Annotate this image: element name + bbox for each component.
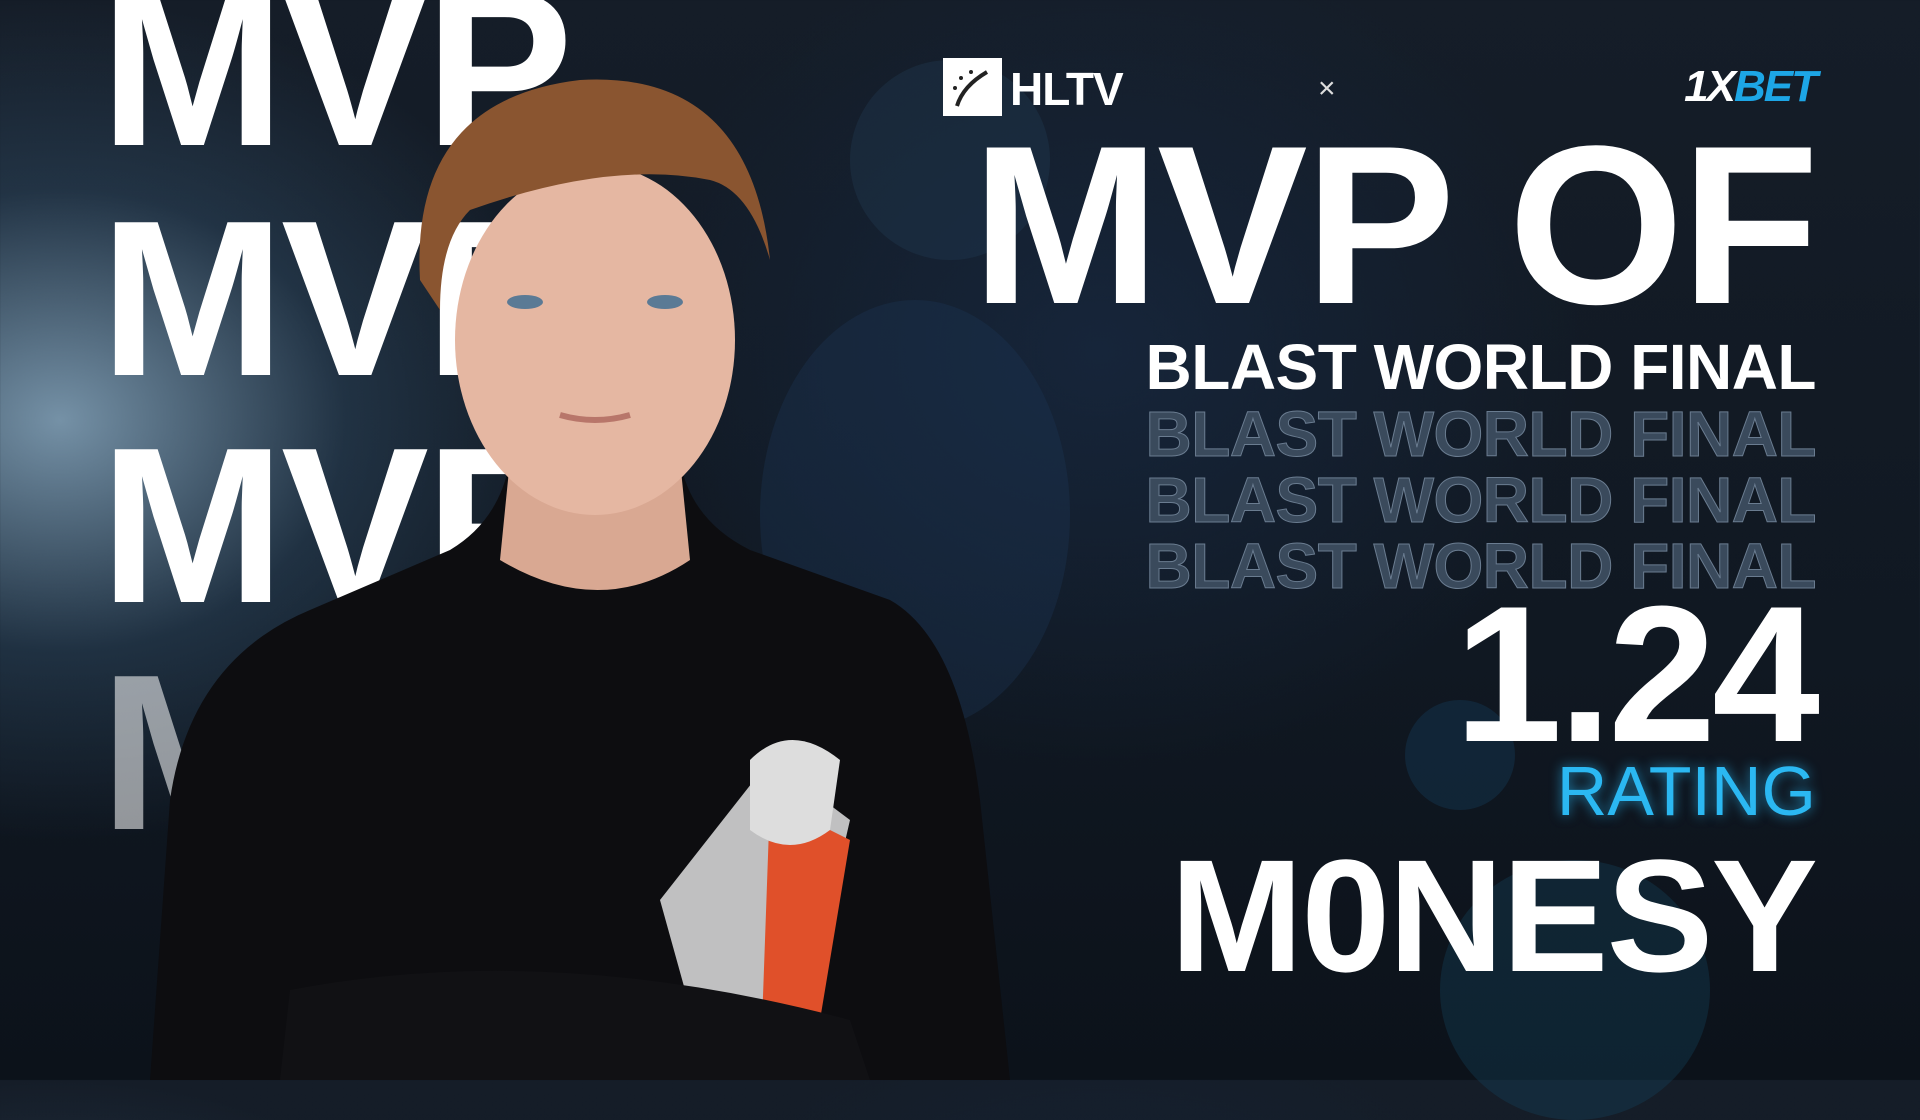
rating-label: RATING xyxy=(1556,752,1816,830)
event-name-echo: BLAST WORLD FINAL xyxy=(1145,398,1817,470)
event-name-echo: BLAST WORLD FINAL xyxy=(1145,464,1817,536)
hltv-logo-text: HLTV xyxy=(1010,63,1124,115)
collab-separator: × xyxy=(1318,72,1336,105)
headline: MVP OF xyxy=(971,98,1819,351)
player-name: M0NESY xyxy=(1170,826,1818,1005)
rating-value: 1.24 xyxy=(1454,566,1820,783)
hltv-logo-icon xyxy=(943,58,1002,116)
sponsor-prefix: 1X xyxy=(1684,62,1736,111)
player-photo xyxy=(150,79,1010,1080)
bg-circle xyxy=(1405,700,1515,810)
event-name: BLAST WORLD FINAL xyxy=(1145,331,1817,403)
event-name-echo: BLAST WORLD FINAL xyxy=(1145,530,1817,602)
bg-circle xyxy=(1440,860,1710,1120)
sponsor-logo: 1XBET xyxy=(1684,62,1818,112)
sponsor-suffix: BET xyxy=(1734,62,1818,111)
